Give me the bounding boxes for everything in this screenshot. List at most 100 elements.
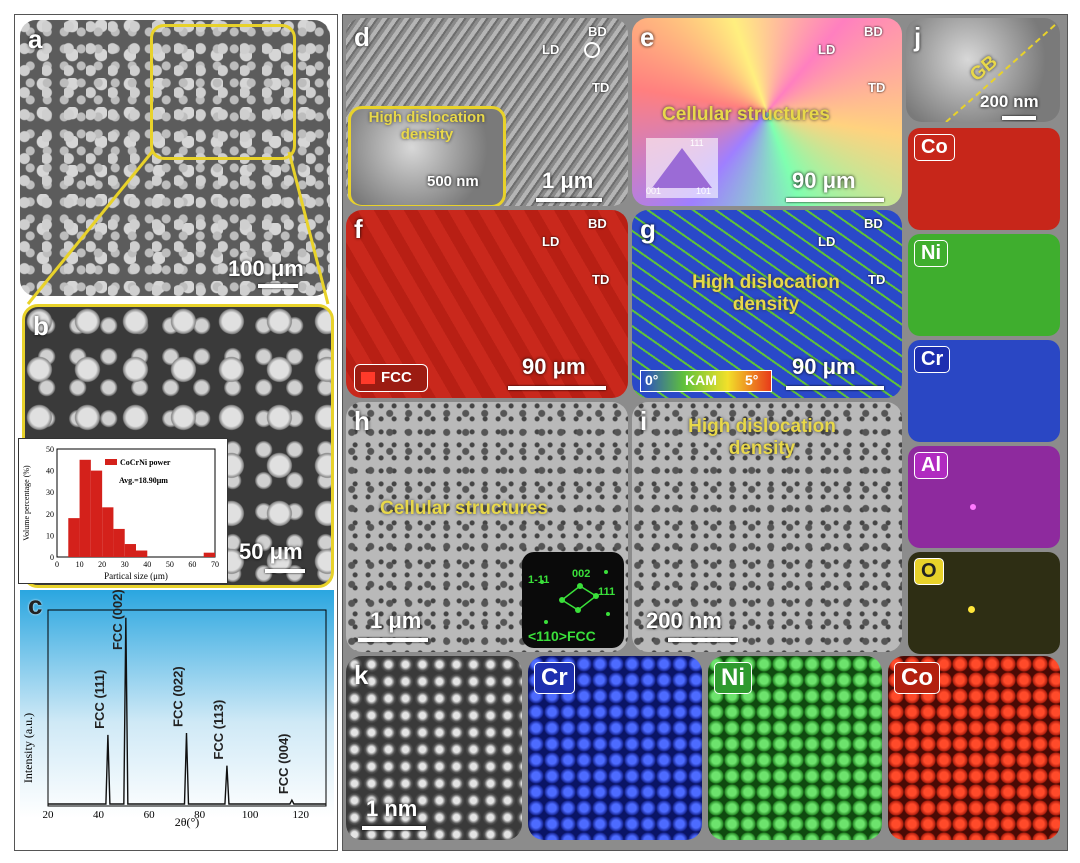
panel-i-scale-text: 200 nm (646, 608, 722, 633)
panel-e-scale-bar (786, 198, 884, 202)
hist-bar (90, 470, 103, 557)
ld-label: LD (818, 234, 836, 249)
xrd-plot-frame (47, 609, 327, 807)
hist-x-tick: 10 (76, 560, 84, 569)
fcc-swatch (361, 372, 375, 384)
eds-al-tag: Al (914, 452, 948, 479)
kam-colorbar: 0° KAM 5° (640, 370, 772, 392)
panel-a-scale-text: 100 μm (228, 256, 304, 281)
xrd-x-tick: 40 (93, 809, 105, 821)
axes-origin-icon (584, 42, 600, 58)
hist-x-label: Partical size (μm) (104, 571, 168, 581)
panel-d-axes: BD LD TD (542, 24, 622, 95)
eds-map-al: Al (908, 446, 1060, 548)
panel-e-scale-text: 90 μm (792, 168, 856, 193)
hist-legend-swatch (105, 459, 117, 465)
hist-legend-text: CoCrNi power (120, 458, 171, 467)
panel-d-tem: d BD LD TD High dislocation density 500 … (346, 18, 628, 206)
td-label: TD (592, 80, 610, 95)
panel-i-scale-bar (668, 638, 738, 642)
al-particle-dot (970, 504, 976, 510)
ipf-001: 001 (646, 186, 662, 196)
xrd-pattern-line (48, 617, 326, 805)
hist-x-tick: 20 (98, 560, 106, 569)
eds-map-cr: Cr (908, 340, 1060, 442)
histogram-inset: 0 10 20 30 40 50 60 70 0 10 20 30 40 50 Partical size … (18, 438, 228, 584)
panel-f-phase-map: f BD LD TD FCC 90 μm (346, 210, 628, 398)
panel-b-label: b (33, 311, 49, 341)
xrd-x-tick: 20 (43, 809, 55, 821)
panel-b-scale-text: 50 μm (239, 539, 303, 564)
atomic-ni-tag: Ni (714, 662, 752, 694)
hist-x-tick: 50 (166, 560, 174, 569)
panel-g-scale-bar (786, 386, 884, 390)
eds-map-ni: Ni (908, 234, 1060, 336)
panel-k-scale-text: 1 nm (366, 796, 418, 821)
panel-g-axes: BD LD TD (818, 216, 898, 287)
ld-label: LD (542, 42, 560, 57)
hist-x-tick: 30 (121, 560, 129, 569)
panel-j-scale-text: 200 nm (980, 92, 1039, 111)
panel-k-haadf: k 1 nm (346, 656, 522, 840)
hist-x-tick: 0 (55, 560, 59, 569)
hist-bar (79, 459, 91, 557)
panel-d-label: d (354, 22, 370, 52)
hist-bar (68, 518, 80, 557)
zoom-region-box (150, 24, 296, 160)
atomic-map-cr: Cr (528, 656, 702, 840)
panel-d-inset-scale: 500 nm (427, 173, 479, 190)
hist-y-label: Volume percentage (%) (22, 465, 31, 541)
td-label: TD (868, 272, 886, 287)
hist-bar (102, 507, 114, 557)
ld-label: LD (818, 42, 836, 57)
panel-h-scale-bar (358, 638, 428, 642)
panel-g-label: g (640, 214, 656, 244)
panel-i-tem-dislocations: i High dislocation density 200 nm (632, 402, 902, 652)
panel-h-label: h (354, 406, 370, 436)
panel-h-tem-cells: h Cellular structures 1-11 002 111 <110>… (346, 402, 628, 652)
hist-y-tick: 40 (46, 467, 54, 476)
panel-f-axes: BD LD TD (542, 216, 622, 287)
panel-d-scale-bar (536, 198, 602, 202)
saed-spot-002: 002 (572, 568, 591, 580)
hist-x-tick: 60 (188, 560, 196, 569)
panel-h-text: Cellular structures (380, 498, 548, 519)
panel-f-scale-bar (508, 386, 606, 390)
ipf-101: 101 (696, 186, 712, 196)
saed-zone-axis: <110>FCC (528, 628, 596, 644)
fcc-legend: FCC (354, 364, 428, 392)
saed-spot-1-11: 1-11 (528, 574, 550, 586)
panel-a-label: a (28, 24, 43, 54)
panel-e-label: e (640, 22, 655, 52)
eds-map-o: O (908, 552, 1060, 654)
grain-boundary-line (945, 23, 1057, 122)
ipf-triangle-icon (652, 148, 712, 188)
panel-e-text: Cellular structures (662, 104, 830, 125)
hist-bar (124, 544, 136, 557)
ipf-triangle-key: 111 001 101 (646, 138, 718, 198)
panel-a-scale-bar (258, 284, 298, 288)
bd-label: BD (864, 216, 883, 231)
xrd-chart: FCC (111) FCC (002) FCC (022) FCC (113) FCC … (21, 590, 327, 829)
eds-cr-tag: Cr (914, 346, 951, 373)
xrd-peak-label: FCC (113) (211, 700, 226, 760)
xrd-peak-label: FCC (022) (170, 666, 185, 727)
xrd-x-tick: 100 (242, 809, 259, 821)
panel-k-label: k (354, 660, 369, 690)
eds-ni-tag: Ni (914, 240, 948, 267)
atomic-co-tag: Co (894, 662, 940, 694)
panel-c-label: c (28, 590, 43, 620)
td-label: TD (868, 80, 886, 95)
eds-map-co: Co (908, 128, 1060, 230)
panel-i-label: i (640, 406, 648, 436)
panel-j-label: j (914, 22, 922, 52)
hist-y-tick: 10 (46, 531, 54, 540)
panel-g-kam-map: g BD LD TD High dislocation density 0° K… (632, 210, 902, 398)
panel-d-inset: High dislocation density 500 nm (348, 106, 506, 206)
xrd-x-label: 2θ(°) (175, 815, 200, 829)
atomic-cr-tag: Cr (534, 662, 575, 694)
fcc-legend-text: FCC (381, 369, 412, 386)
hist-y-tick: 0 (50, 553, 54, 562)
bd-label: BD (864, 24, 883, 39)
panel-c-xrd: c FCC (111) FCC (002) FCC (022) FCC (113) FC… (20, 590, 334, 830)
